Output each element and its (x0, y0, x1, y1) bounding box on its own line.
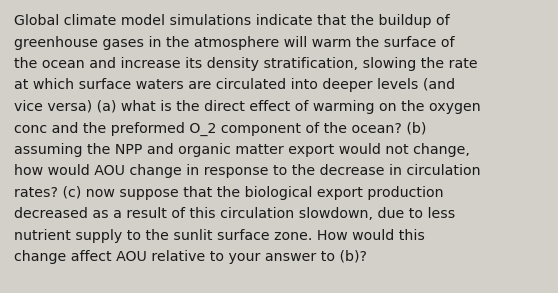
Text: vice versa) (a) what is the direct effect of warming on the oxygen: vice versa) (a) what is the direct effec… (14, 100, 481, 114)
Text: change affect AOU relative to your answer to (b)?: change affect AOU relative to your answe… (14, 251, 367, 265)
Text: at which surface waters are circulated into deeper levels (and: at which surface waters are circulated i… (14, 79, 455, 93)
Text: nutrient supply to the sunlit surface zone. How would this: nutrient supply to the sunlit surface zo… (14, 229, 425, 243)
Text: assuming the NPP and organic matter export would not change,: assuming the NPP and organic matter expo… (14, 143, 470, 157)
Text: Global climate model simulations indicate that the buildup of: Global climate model simulations indicat… (14, 14, 450, 28)
Text: decreased as a result of this circulation slowdown, due to less: decreased as a result of this circulatio… (14, 207, 455, 222)
Text: rates? (c) now suppose that the biological export production: rates? (c) now suppose that the biologic… (14, 186, 444, 200)
Text: the ocean and increase its density stratification, slowing the rate: the ocean and increase its density strat… (14, 57, 478, 71)
Text: how would AOU change in response to the decrease in circulation: how would AOU change in response to the … (14, 164, 480, 178)
Text: greenhouse gases in the atmosphere will warm the surface of: greenhouse gases in the atmosphere will … (14, 35, 455, 50)
Text: conc and the preformed O_2 component of the ocean? (b): conc and the preformed O_2 component of … (14, 122, 426, 136)
